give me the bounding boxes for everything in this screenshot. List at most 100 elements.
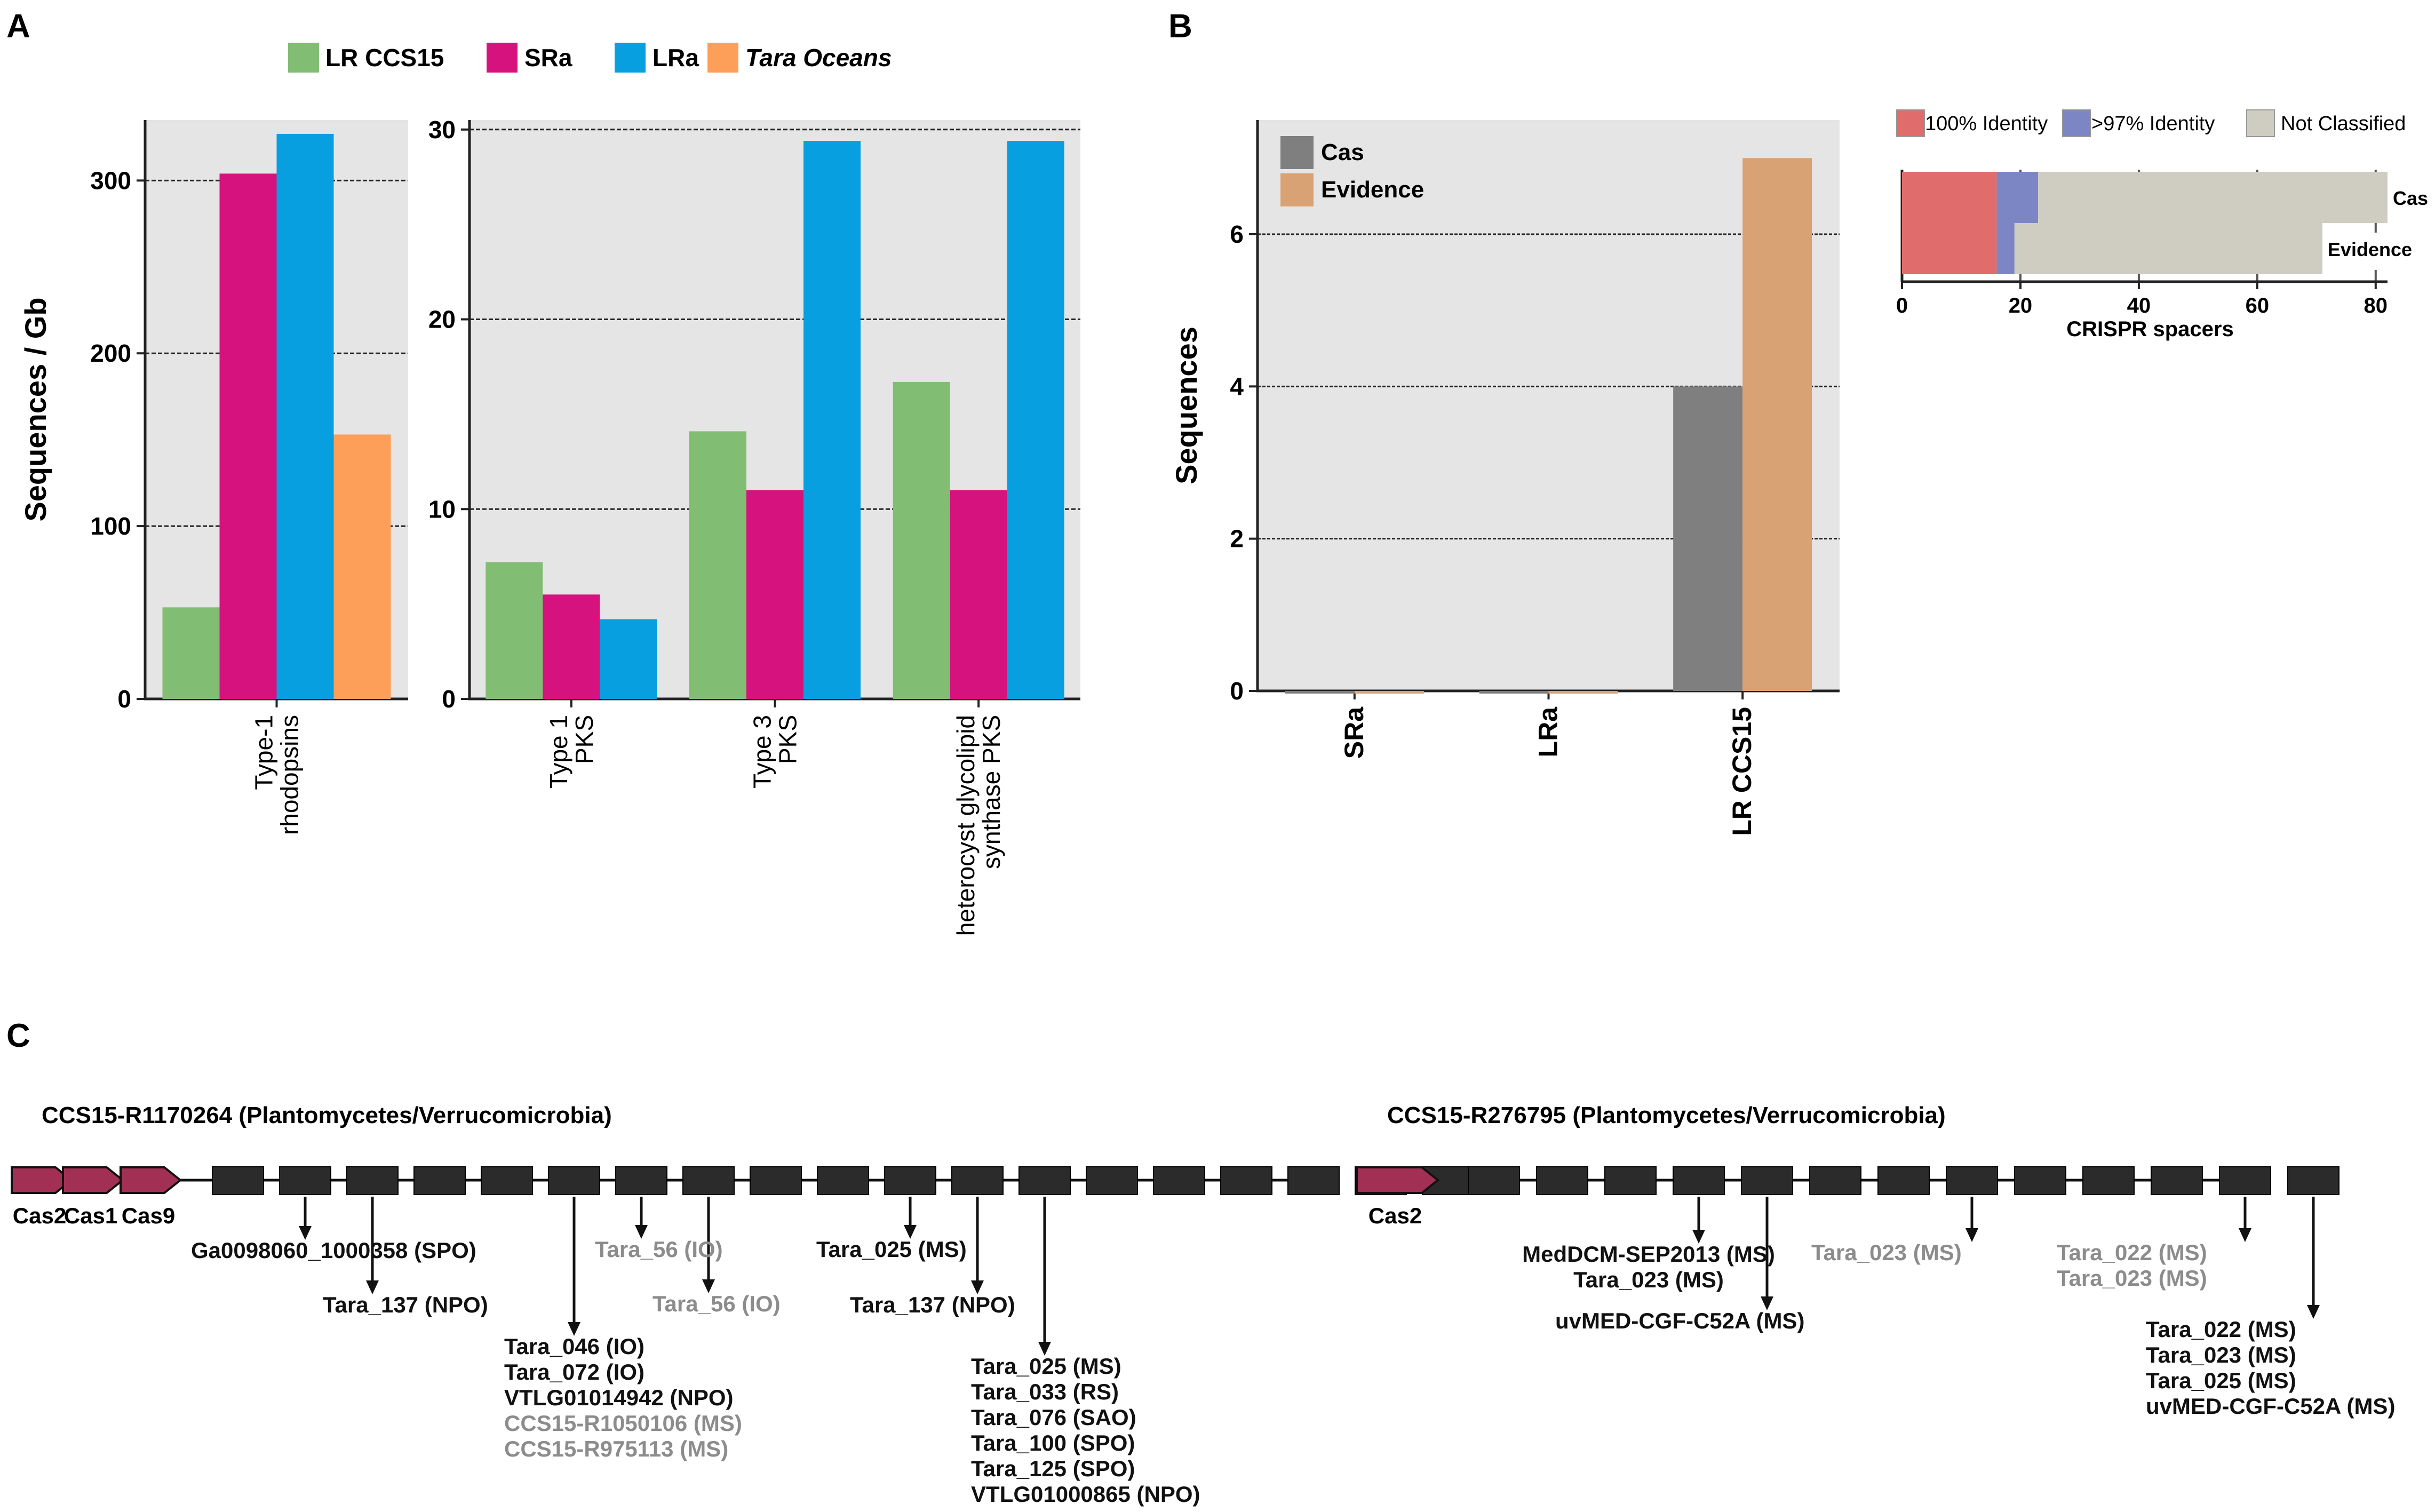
hit-arrow-head-7-ccs15-r1170264-plant xyxy=(635,1225,648,1239)
bar-b_main-cas-lra xyxy=(1479,691,1549,694)
y-tick-label-a_left-100: 100 xyxy=(90,512,131,540)
x-tick-label-b_main-sra: SRa xyxy=(1339,706,1369,759)
y-tick-label-a_right-30: 30 xyxy=(428,116,456,144)
hit-arrow-head-4-ccs15-r276795-planto xyxy=(1692,1230,1705,1244)
bar-a_right-lra-heterocyst-glycolipid-synthase-pks xyxy=(1007,141,1064,699)
bar-inset-not-classified-cas xyxy=(2038,172,2388,223)
bar-b_main-evidence-sra xyxy=(1354,691,1424,694)
spacer-2-ccs15-r1170264-plant xyxy=(279,1166,331,1195)
spacer-6-ccs15-r1170264-plant xyxy=(548,1166,600,1195)
array-title-ccs15-r1170264-plant: CCS15-R1170264 (Plantomycetes/Verrucomic… xyxy=(42,1102,612,1128)
y-axis-title-b_main: Sequences xyxy=(1169,327,1203,484)
panel-label-a: A xyxy=(6,8,30,45)
legend-label-inset-97-identity: >97% Identity xyxy=(2091,113,2215,135)
hit-arrow-head-6-ccs15-r1170264-plant xyxy=(568,1322,580,1336)
hit-arrow-head-13-ccs15-r1170264-plant xyxy=(1038,1342,1051,1356)
hit-arrow-head-8-ccs15-r276795-planto xyxy=(1965,1228,1978,1242)
x-tick-label-line: PKS xyxy=(570,715,598,764)
legend-label-b-evidence: Evidence xyxy=(1321,177,1424,203)
legend-label-lra: LRa xyxy=(652,44,699,71)
hit-label-tara-56-io-ccs15-r1170264-plant: Tara_56 (IO) xyxy=(595,1237,723,1262)
legend-swatch-inset-97-identity xyxy=(2062,109,2091,137)
spacer-12-ccs15-r276795-planto xyxy=(2219,1166,2271,1195)
hit-label-tara-023-ms-ccs15-r276795-planto: Tara_023 (MS) xyxy=(2057,1266,2207,1291)
legend-swatch-inset-100-identity xyxy=(1896,109,1925,137)
spacer-14-ccs15-r1170264-plant xyxy=(1086,1166,1138,1195)
spacer-5-ccs15-r1170264-plant xyxy=(481,1166,533,1195)
y-tick-label-b_main-4: 4 xyxy=(1230,372,1244,400)
hit-label-uvmed-cgf-c52a-ms-ccs15-r276795-planto: uvMED-CGF-C52A (MS) xyxy=(2146,1394,2395,1419)
x-tick-label-line: heterocyst glycolipid xyxy=(952,715,980,936)
hit-label-ga0098060-1000358-spo-ccs15-r1170264-plant: Ga0098060_1000358 (SPO) xyxy=(191,1238,476,1263)
legend-swatch-lra xyxy=(615,43,646,73)
spacer-11-ccs15-r1170264-plant xyxy=(884,1166,936,1195)
hit-label-tara-046-io-ccs15-r1170264-plant: Tara_046 (IO) xyxy=(504,1334,644,1359)
spacer-6-ccs15-r276795-planto xyxy=(1809,1166,1861,1195)
hit-label-vtlg01014942-npo-ccs15-r1170264-plant: VTLG01014942 (NPO) xyxy=(504,1385,734,1410)
x-tick-label-line: Type 3 xyxy=(749,715,776,789)
legend-swatch-inset-not-classified xyxy=(2246,109,2275,137)
bar-inset-97-identity-evidence xyxy=(1996,223,2015,274)
hit-label-ccs15-r1050106-ms-ccs15-r1170264-plant: CCS15-R1050106 (MS) xyxy=(504,1411,742,1436)
x-tick-label-line: SRa xyxy=(1339,706,1369,759)
x-tick-label-line: LR CCS15 xyxy=(1727,707,1757,836)
x-tick-label-line: LRa xyxy=(1533,706,1563,758)
hit-label-tara-023-ms-ccs15-r276795-planto: Tara_023 (MS) xyxy=(2146,1342,2296,1367)
hit-arrow-head-12-ccs15-r1170264-plant xyxy=(971,1280,984,1294)
y-tick-label-a_right-0: 0 xyxy=(442,685,456,713)
hit-label-meddcm-sep2013-ms-ccs15-r276795-planto: MedDCM-SEP2013 (MS) xyxy=(1522,1242,1775,1267)
spacer-13-ccs15-r276795-planto xyxy=(2287,1166,2339,1195)
y-tick-label-b_main-2: 2 xyxy=(1230,525,1244,553)
spacer-8-ccs15-r276795-planto xyxy=(1946,1166,1998,1195)
y-tick-label-a_left-200: 200 xyxy=(90,339,131,367)
bar-inset-100-identity-evidence xyxy=(1902,223,1997,274)
marks-layer xyxy=(11,43,2388,1356)
spacer-3-ccs15-r276795-planto xyxy=(1604,1166,1657,1195)
cas-gene-label-cas9-ccs15-r1170264-plant: Cas9 xyxy=(122,1203,175,1228)
legend-label-inset-not-classified: Not Classified xyxy=(2281,113,2406,135)
spacer-10-ccs15-r276795-planto xyxy=(2082,1166,2135,1195)
x-tick-label-line: synthase PKS xyxy=(977,715,1005,869)
bar-a_left-lra-type-1-rhodopsins xyxy=(276,133,334,699)
bar-a_right-lr-ccs15-type-3-pks xyxy=(689,431,746,699)
x-tick-label-inset-0: 0 xyxy=(1896,294,1908,317)
legend-label-lr-ccs15: LR CCS15 xyxy=(325,44,444,71)
hit-label-tara-023-ms-ccs15-r276795-planto: Tara_023 (MS) xyxy=(1573,1267,1724,1292)
x-tick-label-b_main-lr-ccs15: LR CCS15 xyxy=(1727,707,1757,836)
bar-a_left-lr-ccs15-type-1-rhodopsins xyxy=(162,607,220,699)
x-tick-label-line: Type 1 xyxy=(545,715,572,789)
y-axis-title-a_left: Sequences / Gb xyxy=(19,297,52,521)
bar-b_main-cas-sra xyxy=(1285,691,1355,694)
legend-swatch-b-evidence xyxy=(1280,173,1314,206)
hit-label-tara-56-io-ccs15-r1170264-plant: Tara_56 (IO) xyxy=(652,1291,781,1316)
legend-label-sra: SRa xyxy=(524,44,572,71)
hit-label-uvmed-cgf-c52a-ms-ccs15-r276795-planto: uvMED-CGF-C52A (MS) xyxy=(1555,1308,1804,1333)
x-tick-label-b_main-lra: LRa xyxy=(1533,706,1563,758)
y-tick-label-b_main-6: 6 xyxy=(1230,220,1244,248)
bar-a_right-sra-type-3-pks xyxy=(746,490,803,699)
y-tick-label-a_right-20: 20 xyxy=(428,306,456,333)
spacer-10-ccs15-r1170264-plant xyxy=(817,1166,869,1195)
hit-label-vtlg01000865-npo-ccs15-r1170264-plant: VTLG01000865 (NPO) xyxy=(971,1482,1200,1507)
x-tick-label-inset-20: 20 xyxy=(2009,294,2033,317)
bar-inset-100-identity-cas xyxy=(1902,172,1997,223)
hit-label-tara-033-rs-ccs15-r1170264-plant: Tara_033 (RS) xyxy=(971,1379,1119,1404)
bar-a_left-sra-type-1-rhodopsins xyxy=(219,173,277,699)
hit-arrow-head-8-ccs15-r1170264-plant xyxy=(702,1279,715,1293)
cas-gene-cas1-ccs15-r1170264-plant xyxy=(62,1166,125,1194)
legend-label-inset-100-identity: 100% Identity xyxy=(1925,113,2048,135)
spacer-9-ccs15-r276795-planto xyxy=(2014,1166,2066,1195)
hit-label-tara-076-sao-ccs15-r1170264-plant: Tara_076 (SAO) xyxy=(971,1405,1136,1430)
array-title-ccs15-r276795-planto: CCS15-R276795 (Plantomycetes/Verrucomicr… xyxy=(1387,1102,1946,1128)
spacer-8-ccs15-r1170264-plant xyxy=(682,1166,735,1195)
hit-arrow-head-2-ccs15-r1170264-plant xyxy=(299,1226,312,1240)
bar-a_right-lra-type-3-pks xyxy=(803,141,861,699)
hit-arrow-head-11-ccs15-r1170264-plant xyxy=(904,1225,917,1239)
hit-label-tara-025-ms-ccs15-r1170264-plant: Tara_025 (MS) xyxy=(816,1237,967,1262)
cas-gene-label-cas1-ccs15-r1170264-plant: Cas1 xyxy=(64,1203,117,1228)
bar-b_main-evidence-lra xyxy=(1548,691,1618,694)
